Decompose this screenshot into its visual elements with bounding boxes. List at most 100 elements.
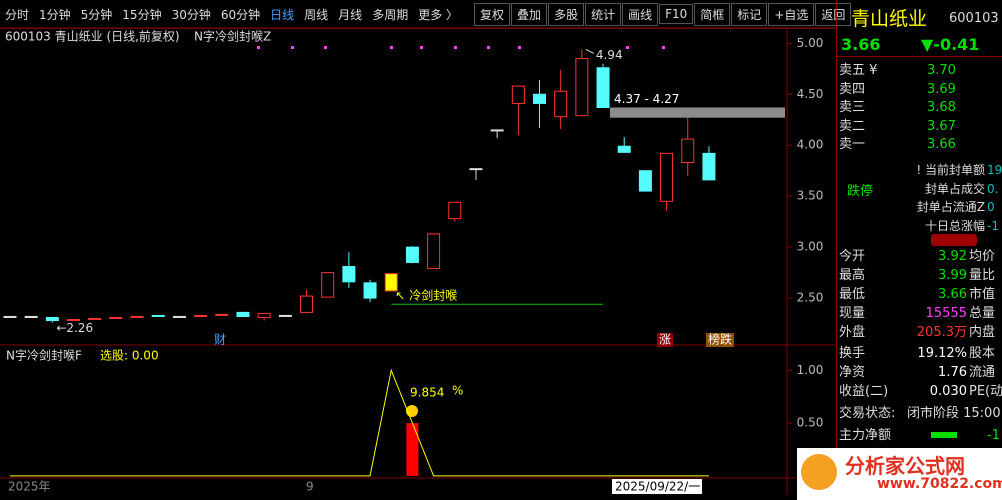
status-row: 交易状态: 闭市阶段 15:00: [837, 405, 1002, 423]
expand-button[interactable]: [931, 234, 977, 246]
candle-body: [45, 316, 59, 322]
tool-button[interactable]: 复权: [474, 2, 511, 26]
tool-button[interactable]: 画线: [622, 2, 659, 26]
price: 3.66: [841, 35, 881, 54]
stat-label: 最高: [839, 268, 866, 283]
status: 闭市阶段 15:00: [907, 406, 1001, 421]
ask-price: 3.68: [927, 100, 956, 115]
indicator-title: N字冷剑封喉F: [6, 348, 82, 363]
period-tab[interactable]: 60分钟: [220, 7, 261, 22]
ask-row: 卖三 3.68: [837, 99, 1002, 117]
candle-body: [109, 316, 123, 319]
period-tab[interactable]: 周线: [304, 7, 329, 22]
seal-value: 0: [987, 200, 995, 214]
low-label: 2.26: [66, 321, 93, 335]
tool-button[interactable]: +自选: [768, 2, 815, 26]
candle-body: [427, 233, 441, 270]
chart: 600103 青山纸业 (日线,前复权) N字冷剑封喉Z N字冷剑封喉F 选股:…: [0, 27, 835, 495]
stat-label2: 总量: [969, 306, 996, 321]
high-label: 4.94: [596, 48, 623, 62]
stat-row: 最低 3.66 市值: [837, 286, 1002, 304]
period-tab[interactable]: 15分钟: [122, 7, 162, 22]
ask-row: 卖四 3.69: [837, 81, 1002, 99]
candle-body: [638, 170, 652, 192]
stat-label2: 内盘: [969, 325, 996, 340]
period-tab[interactable]: 月线: [338, 7, 363, 22]
ask-row: 卖五 ¥ 3.70: [837, 62, 1002, 80]
candle-body: [3, 315, 17, 318]
stock-name: 青山纸业: [851, 8, 928, 30]
title-row: 青山纸业 600103: [837, 10, 1002, 34]
tool-button[interactable]: 统计: [585, 2, 622, 26]
candle-body: [172, 315, 186, 318]
gap-zone: [610, 107, 785, 118]
high-arrow: [585, 48, 595, 54]
seal-label: 封单占流通Z: [916, 200, 985, 214]
seal-label: 封单占成交: [924, 181, 985, 196]
x-label: 2025/09/22/一: [615, 480, 700, 494]
watermark: 分析家公式网 www.70822.com: [797, 448, 1002, 500]
seal-value: -1: [987, 218, 999, 233]
candle-body: [24, 315, 38, 318]
stat-row: 净资 1.76 流通: [837, 364, 1002, 382]
period-tab[interactable]: 分时: [5, 7, 30, 22]
candle-body: [321, 272, 335, 298]
stat-value: 1.76: [938, 365, 967, 380]
indicator-value: 9.854: [410, 386, 444, 400]
candle-body: [533, 93, 546, 104]
period-tab[interactable]: 5分钟: [80, 7, 113, 22]
stat-label2: 股本: [969, 346, 996, 361]
stat-row: 最高 3.99 量比: [837, 267, 1002, 285]
ask-row: 卖二 3.67: [837, 118, 1002, 136]
candle-body: [490, 129, 504, 132]
stat-label: 现量: [839, 306, 866, 321]
period-tab[interactable]: 1分钟: [39, 7, 71, 22]
candle-body: [257, 312, 271, 318]
signal-dots: [257, 46, 665, 49]
y-tick-label: 0.50: [797, 416, 824, 430]
date-box: [612, 479, 702, 494]
period-tab[interactable]: 30分钟: [171, 7, 211, 22]
x-label: 9: [306, 480, 314, 494]
stat-value: 0.030: [929, 384, 967, 399]
stock-code: 600103: [949, 11, 999, 26]
tool-button[interactable]: 叠加: [511, 2, 548, 26]
candle-body: [596, 67, 610, 109]
badge: 榜跌: [708, 332, 732, 347]
gap-label: 4.37 - 4.27: [614, 92, 679, 106]
ask-label: 卖五 ¥: [839, 63, 878, 78]
badge-bg: [657, 333, 673, 347]
seal-value: 0.: [987, 181, 999, 196]
candle-body: [617, 145, 631, 153]
y-tick-label: 1.00: [797, 363, 824, 377]
tool-button[interactable]: F10: [659, 4, 694, 24]
price-row: 3.66 ▼-0.41: [837, 36, 1002, 57]
candle-body: [236, 311, 250, 317]
candle-body: [469, 168, 483, 171]
stat-value: 3.92: [938, 249, 967, 264]
badge: 涨: [659, 332, 671, 347]
candle-body: [278, 314, 292, 317]
tool-button[interactable]: 多股: [548, 2, 585, 26]
watermark-title: 分析家公式网: [845, 454, 965, 478]
tool-button[interactable]: 标记: [731, 2, 768, 26]
tool-button[interactable]: 返回: [815, 2, 852, 26]
chart-header: 600103 青山纸业 (日线,前复权): [5, 29, 180, 44]
quote-panel: 青山纸业 600103 3.66 ▼-0.41 卖五 ¥ 3.70 卖四 3.69 卖三 3.…: [797, 0, 1002, 500]
candle-body: [575, 58, 589, 117]
seal-label: ! 当前封单额: [916, 163, 985, 177]
period-tab[interactable]: 更多 〉: [418, 7, 459, 22]
period-tab[interactable]: 日线: [270, 7, 295, 22]
y-tick-label: 5.00: [797, 36, 824, 50]
period-tab[interactable]: 多周期: [372, 7, 409, 22]
seal-row: 十日总涨幅 -1: [837, 217, 1002, 235]
stat-value: 3.66: [938, 287, 967, 302]
seal-row: 封单占流通Z 0: [837, 198, 1002, 216]
candle-body: [151, 314, 165, 317]
stat-label: 收益(二): [839, 384, 889, 399]
candle-body: [67, 319, 81, 322]
tool-button[interactable]: 简框: [694, 2, 731, 26]
y-tick-label: 2.50: [797, 291, 824, 305]
stat-label2: 流通: [969, 365, 996, 380]
